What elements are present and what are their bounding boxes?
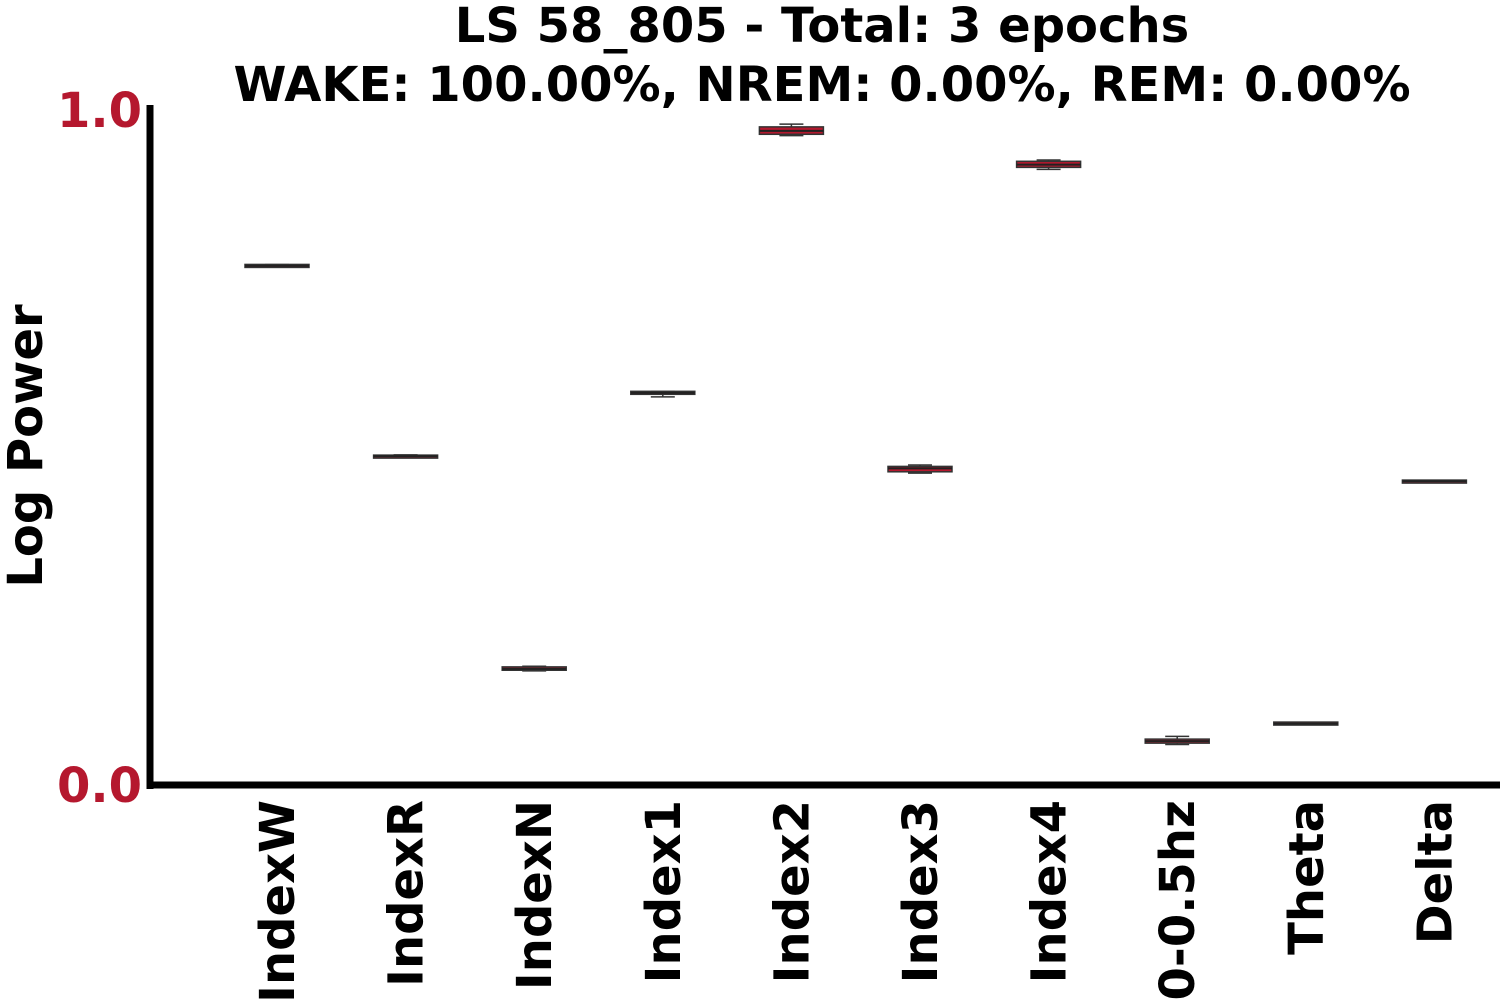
x-tick-label: Index1 bbox=[636, 800, 692, 983]
y-tick-label: 1.0 bbox=[57, 83, 142, 139]
x-tick-label: Theta bbox=[1279, 800, 1335, 955]
x-tick-label: Index2 bbox=[764, 800, 820, 983]
x-tick-label: IndexR bbox=[379, 800, 435, 987]
plot-area: 0.0 1.0 IndexW IndexR IndexN Index1 Index2 Inde… bbox=[57, 83, 1500, 1000]
y-axis-label: Log Power bbox=[0, 304, 54, 588]
x-tick-label: Index3 bbox=[893, 800, 949, 983]
x-tick-label: IndexN bbox=[507, 800, 563, 990]
x-tick-label: 0-0.5hz bbox=[1150, 800, 1206, 1000]
chart-subtitle: WAKE: 100.00%, NREM: 0.00%, REM: 0.00% bbox=[233, 57, 1410, 113]
y-tick-label: 0.0 bbox=[57, 758, 142, 814]
x-tick-label: IndexW bbox=[250, 800, 306, 1000]
chart-title: LS 58_805 - Total: 3 epochs bbox=[455, 0, 1189, 54]
x-tick-label: Delta bbox=[1407, 800, 1463, 944]
x-tick-label: Index4 bbox=[1022, 800, 1078, 983]
